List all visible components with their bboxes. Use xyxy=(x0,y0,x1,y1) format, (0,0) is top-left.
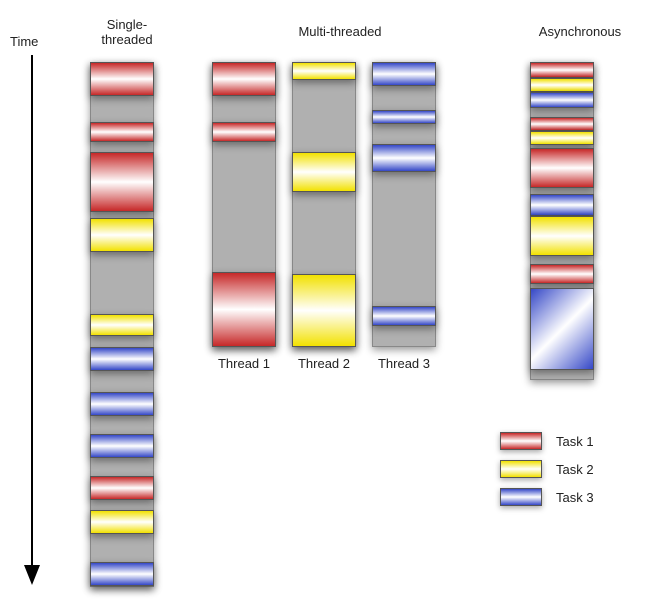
legend-row-task2: Task 2 xyxy=(500,460,594,478)
segment-task1 xyxy=(530,117,594,131)
segment-task1 xyxy=(212,62,276,96)
group-label-single: Single- threaded xyxy=(82,18,172,48)
segment-task2 xyxy=(292,152,356,192)
segment-task1 xyxy=(530,148,594,188)
segment-task3 xyxy=(90,392,154,416)
segment-task3 xyxy=(530,288,594,370)
legend-swatch-task2 xyxy=(500,460,542,478)
thread-label-thread3: Thread 3 xyxy=(372,356,436,371)
column-thread1 xyxy=(212,62,276,347)
segment-task2 xyxy=(530,131,594,145)
segment-task1 xyxy=(212,122,276,142)
column-thread3 xyxy=(372,62,436,347)
group-label-multi: Multi-threaded xyxy=(270,25,410,40)
segment-task3 xyxy=(90,562,154,586)
segment-task3 xyxy=(372,306,436,326)
column-bg xyxy=(372,62,436,347)
segment-task2 xyxy=(530,78,594,92)
segment-task2 xyxy=(90,314,154,336)
time-axis-label: Time xyxy=(10,34,38,49)
segment-task2 xyxy=(292,62,356,80)
column-thread2 xyxy=(292,62,356,347)
legend-label: Task 2 xyxy=(556,462,594,477)
segment-task2 xyxy=(530,216,594,256)
time-arrow xyxy=(22,55,42,595)
legend-swatch-task3 xyxy=(500,488,542,506)
thread-label-thread2: Thread 2 xyxy=(292,356,356,371)
segment-task1 xyxy=(90,152,154,212)
legend: Task 1 Task 2 Task 3 xyxy=(500,432,594,516)
legend-label: Task 1 xyxy=(556,434,594,449)
segment-task3 xyxy=(90,434,154,458)
segment-task1 xyxy=(212,272,276,347)
segment-task2 xyxy=(292,274,356,347)
thread-label-thread1: Thread 1 xyxy=(212,356,276,371)
segment-task3 xyxy=(372,144,436,172)
legend-row-task1: Task 1 xyxy=(500,432,594,450)
legend-row-task3: Task 3 xyxy=(500,488,594,506)
column-single xyxy=(90,62,154,587)
diagram-canvas: Time Single- threaded Multi-threaded Async… xyxy=(0,0,650,607)
segment-task3 xyxy=(90,347,154,371)
segment-task3 xyxy=(530,92,594,108)
segment-task1 xyxy=(530,264,594,284)
legend-label: Task 3 xyxy=(556,490,594,505)
column-async xyxy=(530,62,594,380)
segment-task1 xyxy=(90,476,154,500)
segment-task3 xyxy=(372,110,436,124)
segment-task1 xyxy=(90,62,154,96)
segment-task3 xyxy=(372,62,436,86)
group-label-async: Asynchronous xyxy=(520,25,640,40)
segment-task2 xyxy=(90,510,154,534)
segment-task2 xyxy=(90,218,154,252)
segment-task1 xyxy=(530,62,594,78)
segment-task1 xyxy=(90,122,154,142)
legend-swatch-task1 xyxy=(500,432,542,450)
segment-task3 xyxy=(530,194,594,216)
